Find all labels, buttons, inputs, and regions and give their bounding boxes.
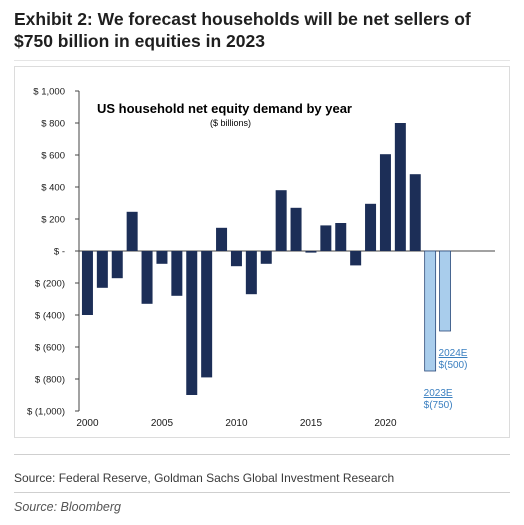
bar-2022 [409, 174, 421, 251]
bar-2005 [156, 251, 168, 264]
x-tick-label: 2020 [374, 418, 397, 429]
y-tick-label: $ (600) [35, 343, 65, 354]
forecast-label: 2024E [439, 348, 468, 359]
y-axis: $ 1,000 $ 800 $ 600 $ 400 $ 200 $ - $ (200) $ (… [27, 87, 80, 418]
bar-forecast-2024 [439, 250, 451, 332]
y-tick-label: $ (1,000) [27, 407, 65, 418]
bar-forecast-2023 [424, 250, 437, 372]
bar-2011 [245, 251, 257, 295]
bar-2013 [275, 190, 287, 251]
x-tick-label: 2015 [300, 418, 323, 429]
forecast-value-label: $(750) [424, 400, 453, 411]
bar-2009 [216, 227, 228, 251]
chart: US household net equity demand by year (… [27, 87, 495, 429]
bars [81, 123, 451, 395]
bar-2006 [171, 251, 183, 296]
x-tick-label: 2000 [76, 418, 99, 429]
bar-2003 [126, 211, 138, 251]
title-divider [14, 60, 510, 61]
y-tick-label: $ - [54, 247, 65, 258]
y-tick-label: $ 200 [41, 215, 65, 226]
bar-2012 [260, 251, 272, 264]
x-tick-label: 2010 [225, 418, 248, 429]
bar-2000 [81, 251, 93, 315]
bar-2002 [111, 251, 123, 279]
forecast-label: 2023E [424, 388, 453, 399]
y-tick-label: $ (400) [35, 311, 65, 322]
bar-2014 [290, 207, 302, 251]
bar-2019 [365, 203, 377, 251]
y-tick-label: $ 1,000 [33, 87, 65, 98]
y-tick-label: $ (800) [35, 375, 65, 386]
bar-2008 [201, 251, 213, 378]
y-tick-label: $ 400 [41, 183, 65, 194]
bar-2004 [141, 251, 153, 304]
bar-2020 [379, 154, 391, 251]
exhibit-title: Exhibit 2: We forecast households will b… [14, 9, 471, 51]
y-tick-label: $ 800 [41, 119, 65, 130]
forecast-value-label: $(500) [439, 360, 468, 371]
chart-subtitle: ($ billions) [210, 118, 251, 128]
y-tick-label: $ 600 [41, 151, 65, 162]
source-text: Source: Federal Reserve, Goldman Sachs G… [14, 471, 395, 485]
chart-frame: US household net equity demand by year (… [14, 66, 510, 438]
bar-2015 [305, 251, 317, 253]
bar-2018 [350, 251, 362, 266]
bar-2007 [186, 251, 198, 395]
x-tick-label: 2005 [151, 418, 174, 429]
credit-divider [14, 492, 510, 493]
chart-title: US household net equity demand by year [97, 101, 352, 116]
bar-2010 [230, 251, 242, 267]
bar-2001 [96, 251, 108, 288]
bar-2017 [335, 223, 347, 251]
source-divider [14, 454, 510, 455]
y-tick-label: $ (200) [35, 279, 65, 290]
bar-2021 [394, 123, 406, 251]
source-credit: Source: Bloomberg [14, 500, 122, 514]
bar-2016 [320, 225, 332, 251]
forecast-annotations: 2023E$(750) 2024E$(500) [424, 348, 468, 411]
